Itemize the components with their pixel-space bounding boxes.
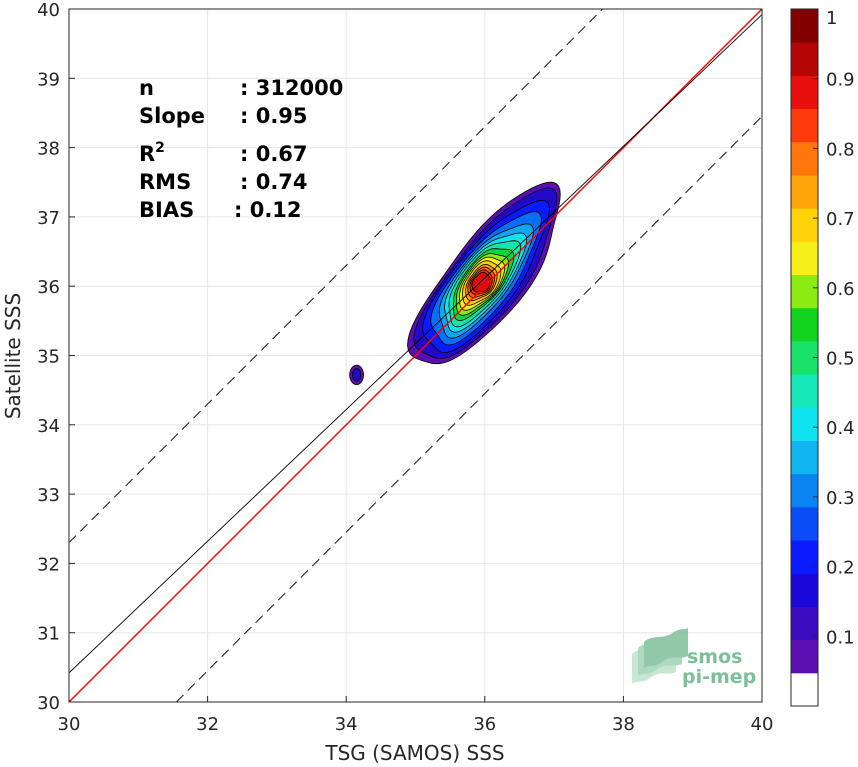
x-axis-label: TSG (SAMOS) SSS	[324, 741, 504, 765]
contour-island	[352, 368, 362, 382]
colorbar-tick-label: 0.1	[826, 627, 855, 648]
colorbar-segment	[791, 174, 818, 209]
colorbar-segment	[791, 540, 818, 574]
colorbar-segment	[791, 506, 818, 541]
colorbar-segment	[791, 606, 818, 641]
colorbar-segment	[791, 307, 818, 342]
y-tick-label: 40	[37, 0, 60, 21]
x-tick-label: 30	[58, 714, 81, 735]
colorbar-tick-label: 0.6	[826, 279, 855, 300]
stat-slope-label: Slope	[139, 104, 205, 128]
y-tick-label: 36	[37, 277, 60, 298]
stat-r2-superscript: 2	[155, 140, 165, 156]
regression-line	[69, 14, 762, 674]
colorbar-segment	[791, 440, 818, 475]
colorbar-tick-label: 1	[826, 8, 837, 29]
colorbar-segment	[791, 241, 818, 276]
stat-n-value: : 312000	[240, 76, 343, 100]
stats-box: n : 312000 Slope : 0.95 R2 : 0.67 RMS : …	[139, 76, 343, 222]
colorbar-segment	[791, 208, 818, 242]
colorbar-segment	[791, 108, 818, 143]
colorbar-tick-label: 0.3	[826, 488, 855, 509]
y-tick-label: 32	[37, 554, 60, 575]
y-tick-label: 35	[37, 347, 60, 368]
colorbar-tick-label: 0.7	[826, 209, 855, 230]
x-tick-label: 40	[751, 714, 774, 735]
stat-bias-value: : 0.12	[234, 198, 302, 222]
stat-slope-value: : 0.95	[240, 104, 308, 128]
y-tick-label: 39	[37, 69, 60, 90]
colorbar-segment	[791, 407, 818, 441]
colorbar-segment	[791, 141, 818, 176]
density-contours	[349, 181, 561, 386]
y-axis-label: Satellite SSS	[1, 293, 25, 419]
x-tick-label: 32	[196, 714, 219, 735]
y-tick-label: 34	[37, 416, 60, 437]
colorbar-segment	[791, 374, 818, 408]
colorbar-segment	[791, 9, 818, 43]
stat-rms-label: RMS	[139, 170, 191, 194]
y-tick-label: 37	[37, 208, 60, 229]
colorbar-segment	[791, 672, 818, 707]
colorbar: 0.1 0.2 0.3 0.4 0.5 0.6 0.7 0.8 0.9 1	[790, 8, 855, 707]
smos-pi-mep-logo: smos pi-mep	[632, 628, 756, 688]
colorbar-tick-label: 0.2	[826, 558, 855, 579]
colorbar-segment	[791, 573, 818, 607]
colorbar-segment	[791, 639, 818, 674]
stat-rms-value: : 0.74	[240, 170, 308, 194]
colorbar-segment	[791, 75, 818, 110]
logo-line-1: smos	[687, 646, 742, 668]
stat-n-label: n	[139, 76, 154, 100]
stat-r2-value: : 0.67	[240, 142, 308, 166]
colorbar-tick-label: 0.9	[826, 70, 855, 91]
x-tick-label: 34	[335, 714, 358, 735]
logo-line-2: pi-mep	[682, 666, 756, 688]
wave-logo-icon	[632, 628, 688, 684]
colorbar-segment	[791, 274, 818, 309]
upper-bound-line	[69, 9, 604, 543]
y-tick-label: 33	[37, 485, 60, 506]
colorbar-tick-label: 0.8	[826, 139, 855, 160]
stat-r2-label: R2	[139, 140, 165, 166]
stat-bias-label: BIAS	[139, 198, 194, 222]
colorbar-tick-label: 0.4	[826, 418, 855, 439]
y-tick-label: 30	[37, 693, 60, 714]
x-tick-label: 38	[612, 714, 635, 735]
y-tick-label: 38	[37, 139, 60, 160]
colorbar-segment	[791, 42, 818, 76]
stat-r2-letter: R	[139, 142, 155, 166]
line-group	[69, 9, 762, 702]
axis-ticks: 30 32 34 36 38 40 30 31 32 33 34 35 36 37 38 39 40	[37, 0, 773, 735]
colorbar-segment	[791, 473, 818, 508]
x-tick-label: 36	[473, 714, 496, 735]
reference-lines	[69, 9, 762, 702]
colorbar-tick-label: 0.5	[826, 349, 855, 370]
y-tick-label: 31	[37, 624, 60, 645]
lower-bound-line	[176, 116, 762, 702]
